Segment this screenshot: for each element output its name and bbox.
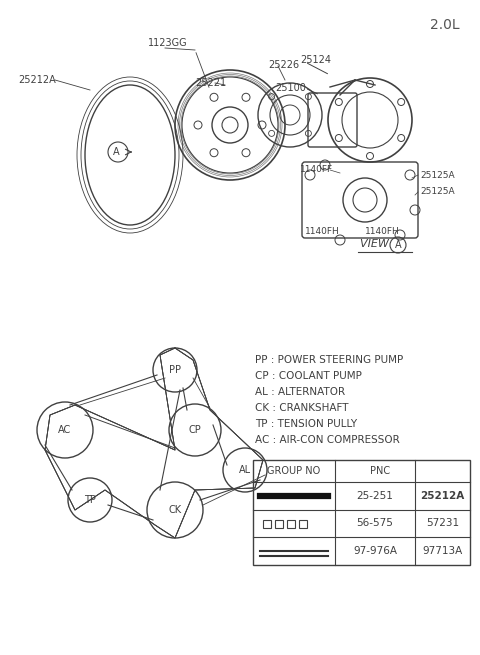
Text: 25124: 25124 (300, 55, 331, 65)
Bar (275, 519, 283, 527)
Bar (287, 519, 295, 527)
Text: PNC: PNC (370, 466, 390, 476)
Text: 25125A: 25125A (420, 170, 455, 179)
Text: CK : CRANKSHAFT: CK : CRANKSHAFT (255, 403, 348, 413)
Text: 25226: 25226 (268, 60, 299, 70)
Text: PP: PP (169, 365, 181, 375)
Text: TP: TP (84, 495, 96, 505)
Text: A: A (395, 240, 401, 250)
Text: 25-251: 25-251 (357, 491, 394, 501)
Text: AC : AIR-CON COMPRESSOR: AC : AIR-CON COMPRESSOR (255, 435, 400, 445)
Text: 1140FH: 1140FH (305, 227, 340, 236)
Text: A: A (113, 147, 120, 157)
Text: AL: AL (239, 465, 251, 475)
Text: AL : ALTERNATOR: AL : ALTERNATOR (255, 387, 345, 397)
Text: PP : POWER STEERING PUMP: PP : POWER STEERING PUMP (255, 355, 403, 365)
Text: 57231: 57231 (426, 519, 459, 529)
Text: 25100: 25100 (275, 83, 306, 93)
Text: 25212A: 25212A (18, 75, 56, 85)
Text: CP: CP (189, 425, 202, 435)
Text: 97713A: 97713A (422, 546, 463, 556)
Text: 25221: 25221 (195, 78, 226, 88)
Text: 1140FH: 1140FH (365, 227, 400, 236)
Bar (299, 519, 307, 527)
Text: TP : TENSION PULLY: TP : TENSION PULLY (255, 419, 357, 429)
Text: CK: CK (168, 505, 181, 515)
Text: 25125A: 25125A (420, 187, 455, 196)
Text: AC: AC (59, 425, 72, 435)
Bar (253, 460, 470, 565)
Text: 56-575: 56-575 (357, 519, 394, 529)
Text: 1123GG: 1123GG (148, 38, 188, 48)
Text: VIEW: VIEW (360, 239, 392, 249)
Text: 25212A: 25212A (420, 491, 465, 501)
Text: CP : COOLANT PUMP: CP : COOLANT PUMP (255, 371, 362, 381)
Text: 2.0L: 2.0L (430, 18, 460, 32)
Text: 1140FF: 1140FF (300, 166, 333, 174)
Text: GROUP NO: GROUP NO (267, 466, 321, 476)
Text: 97-976A: 97-976A (353, 546, 397, 556)
Bar (263, 519, 271, 527)
